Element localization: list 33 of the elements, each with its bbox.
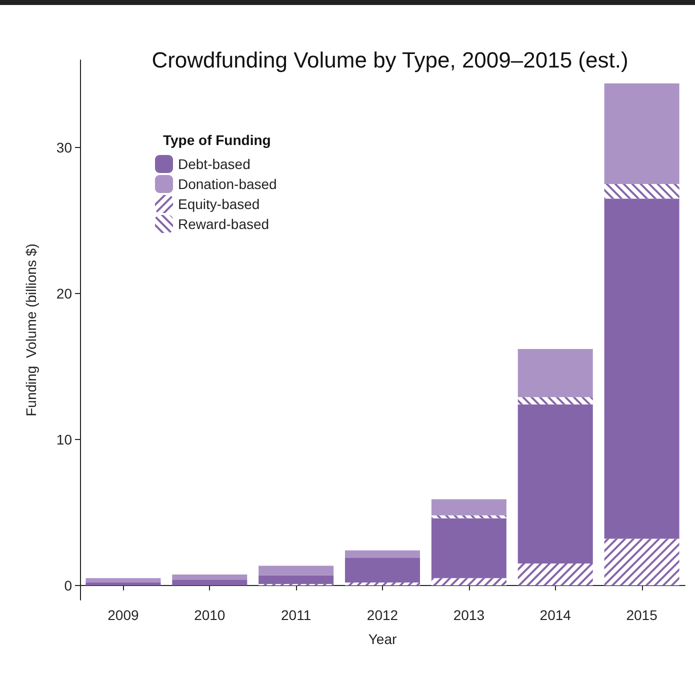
legend-label: Reward-based: [178, 216, 270, 232]
bar: [172, 580, 248, 586]
y-tick-label: 10: [56, 431, 72, 448]
bar: [345, 558, 420, 582]
x-tick-label: 2011: [281, 607, 312, 623]
legend-label: Equity-based: [178, 196, 260, 212]
legend-title: Type of Funding: [163, 132, 271, 148]
bar: [518, 348, 593, 398]
x-tick-label: 2015: [626, 607, 658, 623]
bar: [604, 198, 680, 539]
x-tick-label: 2009: [108, 607, 139, 623]
chart-title: Crowdfunding Volume by Type, 2009–2015 (est.): [152, 48, 628, 72]
bar: [172, 574, 248, 580]
bar: [431, 499, 506, 516]
bar: [604, 83, 680, 184]
legend-label: Debt-based: [178, 156, 250, 172]
x-axis-title: Year: [368, 631, 397, 647]
y-tick-label: 20: [56, 286, 72, 302]
bar: [258, 566, 334, 576]
x-tick-label: 2010: [194, 607, 226, 623]
bar: [345, 550, 420, 558]
y-axis-title: Funding Volume (billions $): [23, 244, 39, 416]
bar: [258, 575, 334, 584]
bar: [518, 404, 593, 564]
bar: [431, 518, 506, 578]
x-tick-label: 2012: [366, 607, 398, 623]
x-tick-label: 2013: [453, 607, 485, 623]
bar: [86, 578, 161, 582]
bar: [86, 582, 161, 586]
y-tick-label: 0: [64, 577, 72, 594]
x-tick-label: 2014: [540, 607, 572, 623]
y-tick-label: 30: [56, 140, 72, 156]
legend-label: Donation-based: [178, 176, 277, 192]
